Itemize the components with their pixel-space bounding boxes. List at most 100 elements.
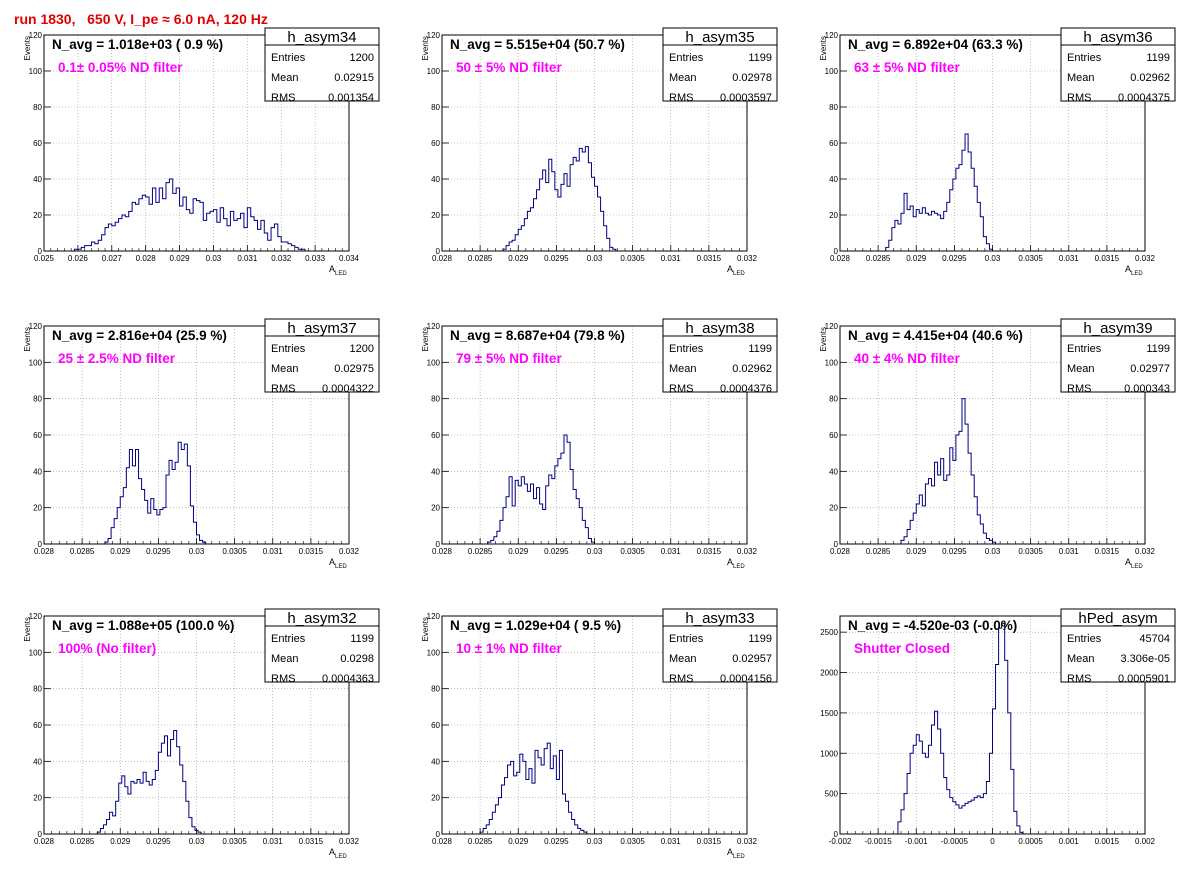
filter-annotation: 100% (No filter): [58, 641, 156, 656]
y-tick-label: 0: [834, 247, 839, 256]
stats-title: h_asym37: [287, 320, 356, 337]
x-tick-label: 0.032: [737, 837, 758, 846]
stats-key: Entries: [271, 633, 306, 645]
x-tick-label: 0.0285: [866, 547, 891, 556]
histogram-line: [885, 133, 996, 252]
y-tick-label: 1000: [820, 749, 838, 758]
x-tick-label: -0.001: [905, 837, 928, 846]
stats-value: 0.02962: [1130, 72, 1170, 84]
x-axis-label-subscript: LED: [1131, 271, 1143, 277]
stats-box: [1060, 318, 1176, 393]
y-tick-label: 0: [436, 830, 441, 839]
y-tick-label: 20: [33, 504, 42, 513]
n-avg-label: N_avg = 5.515e+04 (50.7 %): [450, 37, 625, 52]
y-tick-label: 120: [29, 31, 43, 40]
stats-key: Entries: [271, 52, 306, 64]
x-tick-label: 0.031: [237, 254, 258, 263]
x-tick-label: 0.001: [1059, 837, 1080, 846]
x-tick-label: 0.03: [189, 547, 205, 556]
filter-annotation: Shutter Closed: [854, 641, 950, 656]
stats-value: 3.306e-05: [1120, 653, 1170, 665]
y-tick-label: 120: [427, 612, 441, 621]
y-tick-label: 60: [431, 139, 440, 148]
y-tick-label: 20: [431, 211, 440, 220]
histogram-panel: -0.002 -0.0015 -0.001 -0.0005 0 0.0005 0.001 0.…: [820, 608, 1176, 846]
stats-value: 1199: [748, 343, 772, 355]
stats-key: Entries: [1067, 633, 1102, 645]
y-tick-label: 120: [427, 322, 441, 331]
filter-annotation: 50 ± 5% ND filter: [456, 60, 562, 75]
x-tick-label: 0.029: [170, 254, 191, 263]
y-tick-label: 120: [29, 322, 43, 331]
stats-value: 1199: [748, 633, 772, 645]
y-tick-label: 40: [431, 175, 440, 184]
stats-title: h_asym38: [685, 320, 754, 337]
x-tick-label: 0.0305: [1018, 547, 1043, 556]
y-tick-label: 100: [825, 358, 839, 367]
stats-key: RMS: [669, 673, 693, 685]
x-tick-label: 0.028: [432, 837, 453, 846]
stats-title: h_asym39: [1083, 320, 1152, 337]
x-tick-label: 0.0005: [1018, 837, 1043, 846]
y-tick-label: 60: [33, 139, 42, 148]
stats-value: 0.02977: [1130, 363, 1170, 375]
x-axis-label: ALED: [1125, 264, 1143, 277]
y-tick-label: 80: [431, 103, 440, 112]
stats-value: 1200: [350, 343, 374, 355]
stats-box: [1060, 27, 1176, 102]
x-tick-label: 0.0305: [1018, 254, 1043, 263]
y-tick-label: 20: [829, 504, 838, 513]
x-tick-label: 0.032: [737, 254, 758, 263]
stats-value: 1200: [350, 52, 374, 64]
y-tick-label: 0: [436, 540, 441, 549]
x-tick-label: 0.027: [102, 254, 123, 263]
y-tick-label: 80: [33, 685, 42, 694]
x-tick-label: 0.028: [34, 547, 55, 556]
x-axis-label-subscript: LED: [335, 854, 347, 860]
x-tick-label: 0.0315: [1095, 254, 1120, 263]
stats-box: [662, 608, 778, 683]
x-tick-label: -0.0005: [941, 837, 969, 846]
filter-annotation: 79 ± 5% ND filter: [456, 351, 562, 366]
y-tick-label: 120: [427, 31, 441, 40]
x-axis-label: ALED: [329, 847, 347, 860]
x-tick-label: 0: [990, 837, 995, 846]
n-avg-label: N_avg = -4.520e-03 (-0.0%): [848, 618, 1017, 633]
histogram-line: [479, 742, 590, 835]
x-axis-label-main: A: [727, 847, 733, 857]
stats-box: [264, 318, 380, 393]
x-tick-label: -0.002: [829, 837, 852, 846]
stats-title: hPed_asym: [1078, 610, 1157, 627]
stats-value: 0.0005901: [1118, 673, 1170, 685]
x-tick-label: 0.0315: [299, 837, 324, 846]
filter-annotation: 25 ± 2.5% ND filter: [58, 351, 176, 366]
n-avg-label: N_avg = 8.687e+04 (79.8 %): [450, 328, 625, 343]
x-tick-label: -0.0015: [865, 837, 893, 846]
y-tick-label: 40: [431, 757, 440, 766]
x-axis-label-main: A: [329, 557, 335, 567]
x-tick-label: 0.0305: [222, 547, 247, 556]
stats-key: Mean: [1067, 72, 1095, 84]
stats-value: 0.02915: [334, 72, 374, 84]
y-tick-label: 40: [431, 467, 440, 476]
x-axis-label-subscript: LED: [335, 271, 347, 277]
x-axis-label-main: A: [727, 264, 733, 274]
y-tick-label: 0: [834, 830, 839, 839]
histogram-panel: 0.028 0.0285 0.029 0.0295 0.03 0.0305 0.031 0.0…: [23, 318, 380, 570]
x-tick-label: 0.0285: [70, 837, 95, 846]
x-axis-label-main: A: [1125, 264, 1131, 274]
y-tick-label: 80: [33, 395, 42, 404]
y-tick-label: 120: [825, 322, 839, 331]
stats-key: Mean: [271, 653, 299, 665]
x-axis-label-main: A: [727, 557, 733, 567]
stats-value: 1199: [1146, 343, 1170, 355]
stats-title: h_asym33: [685, 610, 754, 627]
x-axis-label-main: A: [329, 847, 335, 857]
stats-value: 0.0004376: [720, 383, 772, 395]
y-tick-label: 20: [431, 504, 440, 513]
histogram-panel: 0.025 0.026 0.027 0.028 0.029 0.03 0.031 0.032 0…: [23, 27, 380, 277]
y-tick-label: 20: [829, 211, 838, 220]
y-axis-label: Events: [819, 327, 828, 351]
x-axis-label-subscript: LED: [733, 564, 745, 570]
